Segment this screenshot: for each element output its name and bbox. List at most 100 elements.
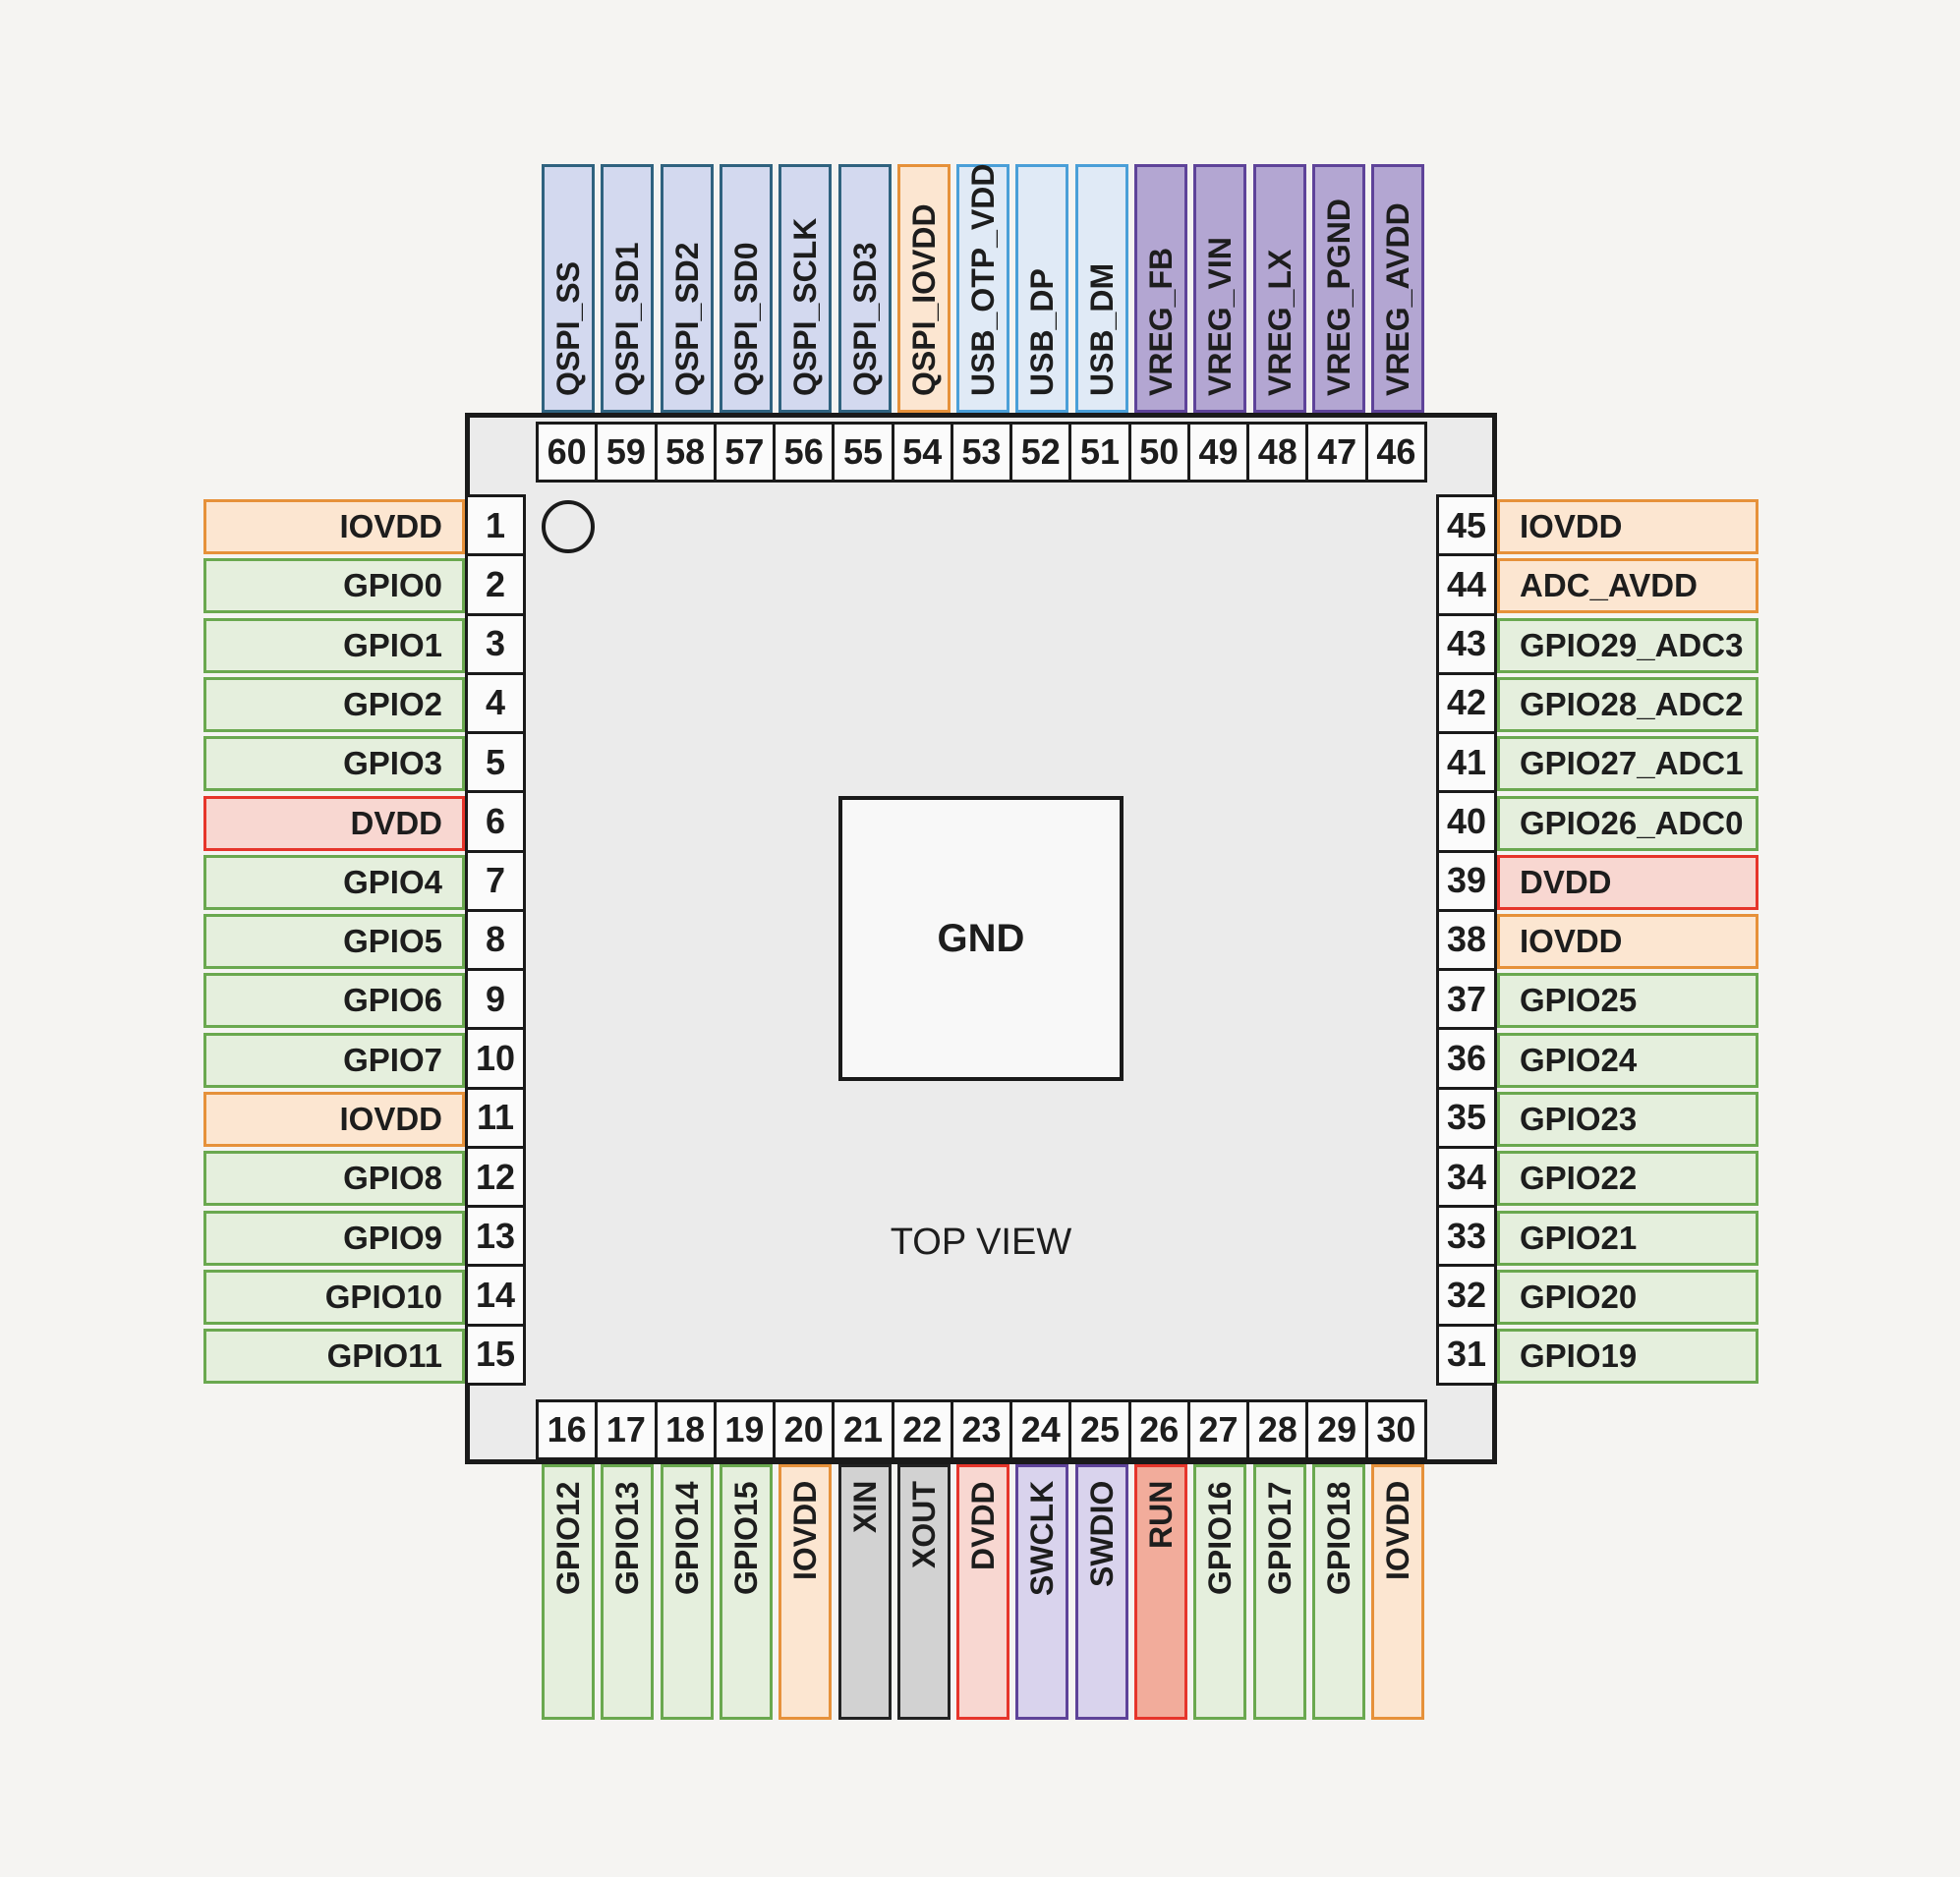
pin-number-3: 3 [468,615,523,672]
pin-20-label-text: IOVDD [787,1481,824,1581]
pin-number-30: 30 [1367,1402,1424,1457]
pin-53-label-text: USB_OTP_VDD [965,163,1002,397]
top-view-caption: TOP VIEW [890,1222,1072,1263]
pin-number-50: 50 [1130,425,1187,480]
pin-number-14: 14 [468,1267,523,1324]
pin-47-label-text: VREG_PGND [1320,199,1356,396]
pin-number-37: 37 [1439,971,1494,1028]
pin-number-35: 35 [1439,1089,1494,1146]
pin-31-label: GPIO19 [1497,1329,1758,1385]
pin-number-49: 49 [1189,425,1247,480]
pin-number-60: 60 [539,425,596,480]
pin-number-26: 26 [1130,1402,1187,1457]
pin-15-label: GPIO11 [203,1329,465,1385]
pin-number-32: 32 [1439,1267,1494,1324]
pin-51-label-text: USB_DM [1083,262,1120,396]
pin-38-label: IOVDD [1497,914,1758,970]
pin-number-15: 15 [468,1326,523,1383]
pin-39-label-text: DVDD [1520,863,1612,900]
pin-number-45: 45 [1439,497,1494,554]
pin-number-18: 18 [657,1402,714,1457]
pin-48-label-text: VREG_LX [1261,249,1297,396]
pin-16-label: GPIO12 [542,1464,595,1720]
pin-42-label: GPIO28_ADC2 [1497,676,1758,732]
pin-number-42: 42 [1439,674,1494,732]
pin-12-label: GPIO8 [203,1151,465,1207]
pin-40-label: GPIO26_ADC0 [1497,795,1758,851]
pin-48-label: VREG_LX [1252,164,1306,413]
pin-2-label: GPIO0 [203,558,465,614]
pin-number-41: 41 [1439,734,1494,791]
pin-23-label-text: DVDD [965,1481,1002,1570]
pin-34-label: GPIO22 [1497,1151,1758,1207]
pin-28-label: GPIO17 [1252,1464,1306,1720]
pin-number-strip-right: 45 44 43 42 41 40 39 38 37 36 35 34 33 32 31 [1436,494,1497,1386]
pin-17-label: GPIO13 [601,1464,655,1720]
pin-25-label: SWDIO [1074,1464,1128,1720]
pin-number-24: 24 [1012,1402,1069,1457]
pin-21-label-text: XIN [846,1481,883,1534]
pin-30-label-text: IOVDD [1380,1481,1416,1581]
pin-number-54: 54 [894,425,951,480]
pin-number-47: 47 [1308,425,1365,480]
pin-3-label-text: GPIO1 [343,626,442,663]
pin-11-label-text: IOVDD [339,1101,442,1137]
pin-35-label: GPIO23 [1497,1092,1758,1147]
pin-59-label: QSPI_SD1 [601,164,655,413]
pin-19-label: GPIO15 [719,1464,773,1720]
pin-number-38: 38 [1439,911,1494,969]
pin-number-23: 23 [952,1402,1010,1457]
pin-number-20: 20 [776,1402,833,1457]
pin-number-4: 4 [468,674,523,732]
pin-49-label: VREG_VIN [1193,164,1247,413]
pin-number-43: 43 [1439,615,1494,672]
pin-25-label-text: SWDIO [1083,1481,1120,1588]
pin-20-label: IOVDD [778,1464,833,1720]
pin1-marker-icon [542,500,595,553]
pin-4-label: GPIO2 [203,676,465,732]
pin-3-label: GPIO1 [203,617,465,673]
pin-55-label-text: QSPI_SD3 [846,242,883,396]
pin-14-label-text: GPIO10 [324,1278,442,1315]
pin-22-label-text: XOUT [905,1481,942,1568]
pin-number-17: 17 [598,1402,655,1457]
pin-number-56: 56 [776,425,833,480]
pin-15-label-text: GPIO11 [326,1337,442,1375]
pin-number-48: 48 [1249,425,1306,480]
pin-1-label: IOVDD [203,499,465,554]
pin-49-label-text: VREG_VIN [1202,237,1239,396]
pin-21-label: XIN [837,1464,892,1720]
pin-26-label: RUN [1134,1464,1187,1720]
pin-16-label-text: GPIO12 [550,1481,586,1595]
pin-number-53: 53 [952,425,1010,480]
pin-7-label: GPIO4 [203,854,465,910]
pin-23-label: DVDD [956,1464,1010,1720]
pin-44-label: ADC_AVDD [1497,558,1758,614]
pin-51-label: USB_DM [1074,164,1128,413]
pin-19-label-text: GPIO15 [727,1481,764,1595]
pin-37-label: GPIO25 [1497,973,1758,1029]
pin-35-label-text: GPIO23 [1520,1101,1638,1137]
pin-41-label: GPIO27_ADC1 [1497,736,1758,792]
pin-45-label: IOVDD [1497,499,1758,554]
ground-pad-label: GND [937,916,1025,960]
pin-24-label: SWCLK [1015,1464,1069,1720]
pin-42-label-text: GPIO28_ADC2 [1520,685,1744,722]
pin-number-46: 46 [1367,425,1424,480]
pin-22-label: XOUT [896,1464,951,1720]
pin-6-label: DVDD [203,795,465,851]
pin-number-51: 51 [1071,425,1128,480]
pin-10-label-text: GPIO7 [343,1041,442,1078]
pin-36-label-text: GPIO24 [1520,1041,1638,1078]
pin-7-label-text: GPIO4 [343,863,442,900]
pin-57-label-text: QSPI_SD0 [727,242,764,396]
pin-number-28: 28 [1249,1402,1306,1457]
pin-56-label: QSPI_SCLK [778,164,833,413]
pin-53-label: USB_OTP_VDD [956,163,1010,413]
pin-17-label-text: GPIO13 [609,1481,646,1595]
pin-9-label: GPIO6 [203,973,465,1029]
pin-40-label-text: GPIO26_ADC0 [1520,804,1744,841]
pin-37-label-text: GPIO25 [1520,982,1638,1019]
pin-50-label-text: VREG_FB [1143,247,1179,396]
pin-13-label: GPIO9 [203,1210,465,1266]
